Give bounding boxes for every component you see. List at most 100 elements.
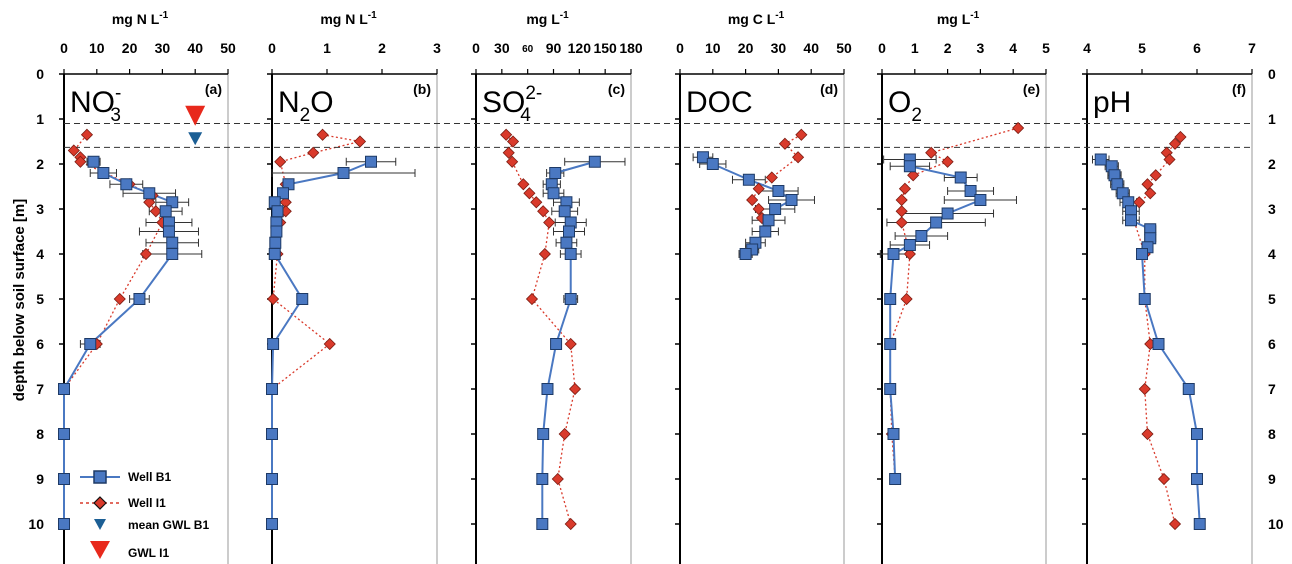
- y-tick-label-right: 6: [1268, 336, 1276, 352]
- panel-b-unit-label: mg N L-1: [320, 10, 377, 27]
- panel-f-well-i1-point: [1141, 178, 1154, 191]
- panel-b-param-subscript: 2: [300, 105, 311, 126]
- panel-b-x-tick-label: 3: [433, 40, 441, 56]
- y-tick-label-left: 3: [36, 201, 44, 217]
- panel-c-x-tick-label: 0: [472, 40, 480, 56]
- panel-a-well-i1-point: [67, 144, 80, 157]
- panel-a-well-b1-point: [58, 473, 70, 485]
- panel-d-x-tick-label: 10: [705, 40, 721, 56]
- panel-e-well-i1-point: [941, 155, 954, 168]
- y-tick-label-left: 5: [36, 291, 44, 307]
- panel-f-well-i1-point: [1168, 517, 1182, 531]
- panel-e-well-b1-point: [903, 160, 916, 173]
- panel-a-well-b1-point: [58, 428, 70, 440]
- panel-a-well-b1-point: [143, 187, 156, 200]
- panel-d-well-i1-point: [778, 137, 792, 150]
- panel-e-well-i1-point: [1012, 121, 1025, 135]
- panel-d-well-b1-point: [696, 151, 709, 164]
- panel-f-well-b1-point: [1138, 293, 1151, 305]
- panel-d-x-tick-label: 50: [836, 40, 852, 56]
- panel-c-well-b1-point: [550, 338, 563, 350]
- panel-a-param-main: NO: [70, 86, 115, 119]
- y-tick-label-right: 8: [1268, 426, 1276, 442]
- panel-b-well-b1-point: [266, 518, 278, 530]
- panel-a-letter: (a): [205, 81, 222, 97]
- panel-f-x-tick-label: 6: [1193, 40, 1201, 56]
- panel-e-well-b1-point: [964, 185, 977, 197]
- panel-c-param-subscript: 4: [520, 105, 531, 126]
- panel-b-well-i1-point: [323, 337, 336, 351]
- panel-a-well-b1-point: [166, 236, 179, 249]
- panel-c-x-tick-label: 60: [522, 44, 534, 55]
- panel-d-well-i1-point: [752, 202, 765, 216]
- panel-e-well-b1-point: [954, 171, 967, 184]
- panel-a-well-b1-point: [58, 383, 70, 395]
- legend-well-i1-label: Well I1: [128, 496, 166, 510]
- panel-b-param-main: N: [278, 86, 300, 119]
- legend-mean-gwl-b1-label: mean GWL B1: [128, 518, 209, 532]
- y-tick-label-left: 7: [36, 381, 44, 397]
- panel-d-well-b1-point: [772, 185, 785, 197]
- panel-b-x-tick-label: 1: [323, 40, 331, 56]
- panel-c-unit-text: mg L: [526, 11, 560, 27]
- panel-e-well-b1-point: [884, 383, 897, 395]
- panel-e-well-b1-point: [884, 293, 897, 305]
- panel-b-well-b1-point: [337, 167, 350, 179]
- panel-a-well-i1-point: [80, 128, 94, 141]
- panel-c-well-i1-point: [564, 517, 577, 531]
- panel-e-well-b1-point: [887, 428, 900, 440]
- panel-c-well-b1-point: [560, 236, 573, 249]
- panel-d-well-b1-point: [762, 214, 775, 227]
- legend-well-b1-symbol: [93, 470, 107, 484]
- panel-d-unit-text: mg C L: [728, 11, 776, 27]
- panel-c-well-i1-point: [543, 216, 556, 229]
- y-tick-label-right: 7: [1268, 381, 1276, 397]
- panel-d-param-main: DOC: [686, 86, 753, 119]
- y-tick-label-left: 6: [36, 336, 44, 352]
- panel-e-well-i1-point: [925, 146, 938, 159]
- panel-a-unit-exponent: -1: [159, 10, 168, 21]
- panel-a-well-i1-point: [143, 196, 156, 209]
- panel-c-well-b1-point: [541, 383, 554, 395]
- gwl-i1-marker: [185, 105, 206, 126]
- panel-d-well-i1-point: [795, 128, 808, 141]
- panel-c-well-i1-point: [523, 187, 536, 200]
- panel-b-well-i1-point: [274, 155, 287, 168]
- panel-e-well-i1-point: [898, 182, 912, 195]
- panel-a-unit-text: mg N L: [112, 11, 160, 27]
- panel-b-well-b1-point: [268, 248, 281, 260]
- panel-c-well-i1-point: [506, 135, 520, 148]
- panel-c-param-main: SO: [482, 86, 525, 119]
- panel-f-well-b1-point: [1193, 518, 1206, 530]
- panel-e-well-i1-point: [900, 292, 913, 306]
- panel-a-well-i1-point: [113, 292, 126, 306]
- panel-f-well-i1-point: [1168, 137, 1182, 150]
- legend-gwl-i1-label: GWL I1: [128, 546, 169, 560]
- panel-b-unit-exponent: -1: [368, 10, 377, 21]
- panel-c-well-i1-point: [564, 337, 577, 351]
- panel-a-well-b1-point: [87, 155, 100, 168]
- panel-c-unit-label: mg L-1: [526, 10, 569, 27]
- panel-e-well-i1-point: [903, 247, 916, 261]
- panel-a-well-b1-point: [133, 293, 146, 305]
- panel-a-well-b1-point: [120, 178, 133, 191]
- y-axis-title: depth below soil surface [m]: [11, 199, 28, 402]
- panel-b-param-rest: O: [310, 86, 333, 119]
- panel-f-well-b1-point: [1094, 153, 1107, 166]
- y-tick-label-left: 8: [36, 426, 44, 442]
- panel-f-well-i1-point: [1174, 130, 1187, 144]
- panel-a-param-subscript: 3: [110, 105, 121, 126]
- panel-b-well-b1-point: [277, 187, 289, 200]
- panel-e-x-tick-label: 1: [911, 40, 919, 56]
- panel-c-x-tick-label: 150: [593, 40, 617, 56]
- panel-c-x-tick-label: 30: [494, 40, 510, 56]
- panel-b-well-b1-point: [266, 383, 278, 395]
- panel-b-well-b1-point: [266, 473, 278, 485]
- panel-d-well-b1-point: [739, 248, 752, 260]
- panel-f-well-i1-line: [1130, 136, 1182, 525]
- panel-c-well-b1-point: [547, 187, 560, 200]
- panel-c-x-tick-label: 90: [546, 40, 562, 56]
- panel-a-x-tick-label: 30: [155, 40, 171, 56]
- panel-c-well-b1-point: [563, 225, 575, 238]
- panel-e-well-i1-point: [895, 193, 908, 207]
